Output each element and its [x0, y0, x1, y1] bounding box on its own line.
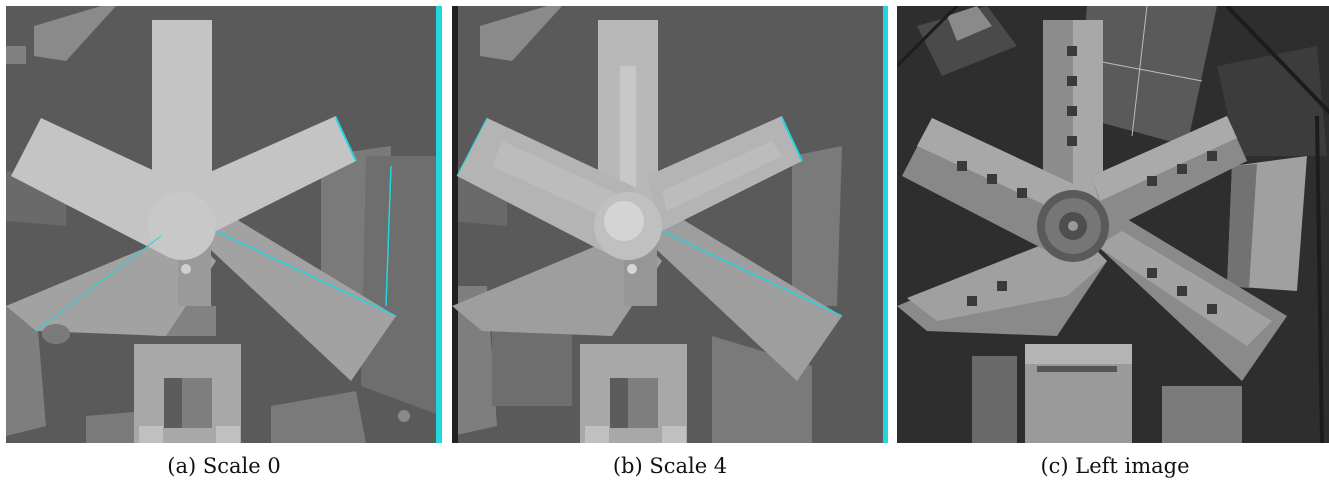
caption-scale-4: (b) Scale 4 [612, 454, 728, 478]
caption-left-image: (c) Left image [1040, 454, 1190, 478]
disparity-image-scale-4 [452, 6, 888, 443]
disparity-map-scale-0 [6, 6, 442, 443]
aerial-photo [897, 6, 1329, 443]
disparity-image-scale-0 [6, 6, 442, 443]
left-aerial-image [897, 6, 1329, 443]
caption-scale-0: (a) Scale 0 [167, 454, 281, 478]
disparity-map-scale-4 [452, 6, 888, 443]
